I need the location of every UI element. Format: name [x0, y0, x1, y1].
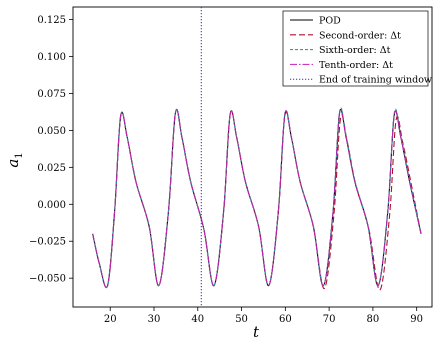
y-axis-label-subscript: 1	[14, 152, 25, 158]
x-tick-label: 50	[235, 314, 248, 325]
series-line-1	[92, 109, 422, 291]
legend-label: POD	[319, 16, 341, 27]
x-axis: 20 30 40 50 60 70 80 90	[104, 307, 423, 325]
legend-label: Second-order: Δt	[319, 30, 401, 41]
x-tick-label: 60	[279, 314, 292, 325]
y-tick-label: 0.025	[37, 163, 66, 174]
y-axis-label-base: a	[4, 159, 22, 168]
x-axis-label: t	[253, 323, 260, 341]
y-tick-label: 0.075	[37, 89, 66, 100]
x-tick-label: 80	[367, 314, 380, 325]
series-line-3	[92, 109, 422, 288]
series-line-0	[92, 109, 422, 288]
x-tick-label: 40	[191, 314, 204, 325]
plot-area	[72, 6, 433, 308]
legend-label: Sixth-order: Δt	[319, 45, 391, 56]
x-tick-label: 30	[148, 314, 161, 325]
y-tick-label: 0.050	[37, 126, 66, 137]
legend-label: End of training window	[319, 75, 432, 86]
y-tick-label: 0.125	[37, 15, 66, 26]
series-layer	[92, 107, 422, 291]
y-tick-label: 0.000	[37, 200, 66, 211]
y-tick-label: −0.050	[29, 274, 66, 285]
x-tick-label: 90	[410, 314, 423, 325]
plot-frame	[72, 6, 433, 308]
legend-box	[282, 10, 429, 87]
legend-entries: POD Second-order: Δt Sixth-order: Δt Tenth-…	[290, 16, 432, 86]
series-line-2	[92, 107, 422, 288]
legend-label: Tenth-order: Δt	[319, 60, 393, 71]
x-tick-label: 70	[323, 314, 336, 325]
y-axis: −0.050 −0.025 0.000 0.025 0.050 0.075 0.100 0.1…	[29, 15, 73, 285]
legend: POD Second-order: Δt Sixth-order: Δt Tenth-…	[282, 10, 432, 87]
x-tick-label: 20	[104, 314, 117, 325]
y-tick-label: −0.025	[29, 237, 66, 248]
y-tick-label: 0.100	[37, 52, 66, 63]
y-axis-label: a1	[4, 152, 25, 167]
